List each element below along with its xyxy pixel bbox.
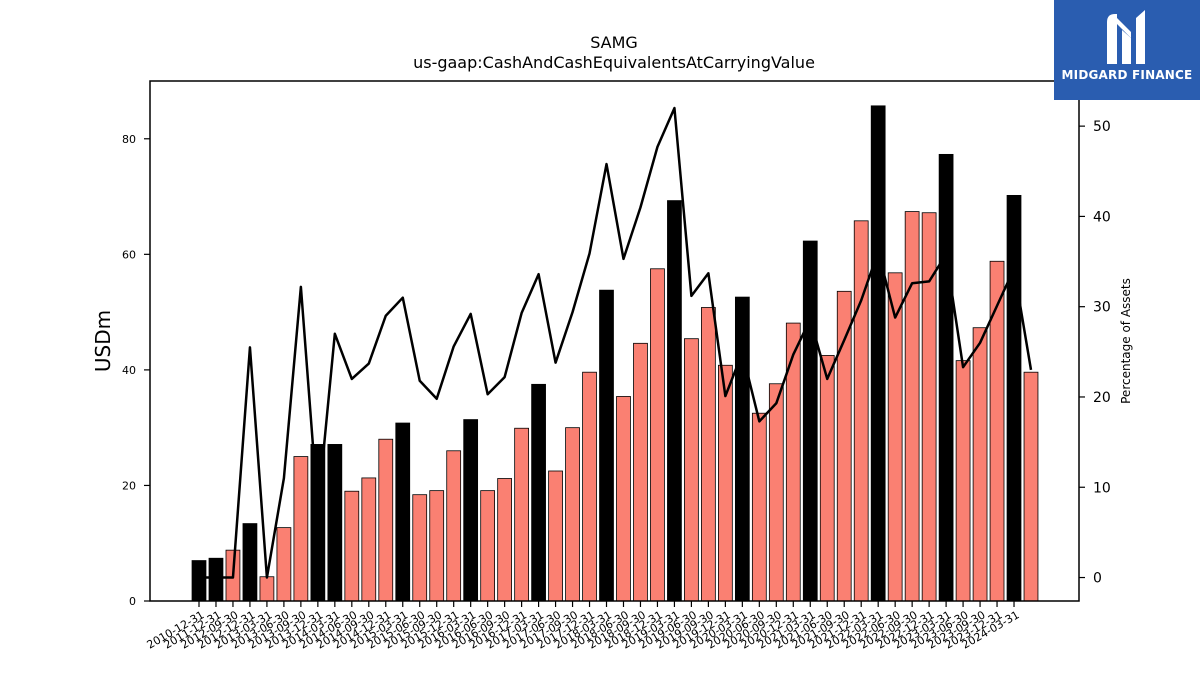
bar [429, 490, 445, 602]
y2-tick-label: 20 [1093, 390, 1111, 406]
line-layer [199, 106, 1033, 579]
y-tick-label: 80 [122, 133, 136, 146]
bar [378, 438, 394, 602]
x-axis: 2010-12-312011-12-312012-09-302012-12-31… [145, 601, 1022, 652]
bar [361, 477, 377, 602]
bar [480, 490, 496, 602]
bar [412, 494, 428, 602]
bar [616, 396, 631, 602]
bar [242, 523, 258, 602]
bar [276, 527, 292, 602]
y2-tick-label: 40 [1093, 209, 1111, 225]
y-axis: 0 20 40 60 80 [122, 133, 150, 608]
bar [972, 327, 988, 602]
bar [633, 342, 648, 602]
y-tick-label: 20 [122, 479, 136, 492]
bar [650, 268, 665, 602]
bar [1006, 194, 1022, 602]
y-tick-label: 60 [122, 248, 136, 261]
bar [870, 105, 886, 602]
y-axis-label: USDm [91, 310, 115, 372]
bar [921, 212, 937, 602]
bar [955, 360, 971, 602]
y2-tick-label: 0 [1093, 571, 1102, 587]
bar [802, 240, 818, 602]
bar [684, 338, 699, 602]
chart-title: SAMG [590, 33, 638, 52]
bar [938, 153, 954, 602]
bar [208, 557, 224, 602]
bar [582, 371, 597, 602]
bar [548, 470, 563, 602]
bar [853, 220, 869, 602]
y-tick-label: 0 [129, 595, 136, 608]
bar [497, 478, 512, 602]
bar [887, 272, 903, 602]
y2-tick-label: 50 [1093, 119, 1111, 135]
y2-tick-label: 30 [1093, 300, 1111, 316]
bar [463, 419, 479, 602]
bar [395, 422, 411, 602]
bar [701, 307, 716, 602]
bar [327, 444, 343, 602]
y2-axis-label: Percentage of Assets [1119, 278, 1133, 404]
bar [514, 427, 529, 602]
y2-axis: 0 10 20 30 40 50 [1079, 119, 1111, 587]
y-tick-label: 40 [122, 364, 136, 377]
bar [191, 560, 207, 602]
bar [259, 576, 275, 602]
plot-frame [149, 80, 1080, 602]
bar [599, 289, 614, 602]
bar [904, 211, 920, 602]
bar [344, 490, 360, 602]
bar [667, 200, 682, 602]
bars-layer [191, 105, 1039, 602]
bar [989, 260, 1005, 602]
bar [768, 383, 784, 602]
bar [293, 456, 309, 602]
bar [531, 383, 546, 602]
bar [565, 427, 580, 602]
bar [751, 412, 767, 602]
brand-name: MIDGARD FINANCE [1061, 68, 1193, 82]
bar [718, 364, 733, 602]
bar [819, 355, 835, 602]
brand-logo: MIDGARD FINANCE [1054, 0, 1200, 100]
bar [1023, 371, 1039, 602]
midgard-mi-logo-icon [1107, 10, 1145, 64]
series-line [199, 106, 1033, 579]
bar [446, 450, 462, 602]
bar [734, 296, 750, 602]
chart-subtitle: us-gaap:CashAndCashEquivalentsAtCarrying… [413, 53, 815, 72]
y2-tick-label: 10 [1093, 480, 1111, 496]
